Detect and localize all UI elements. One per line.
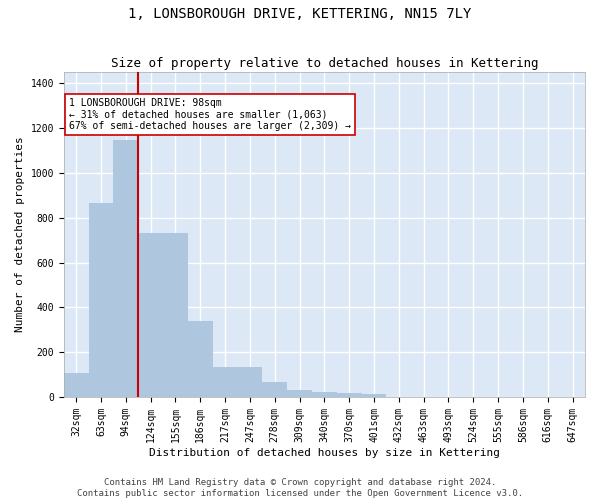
Bar — [212, 366, 238, 397]
Bar — [312, 392, 337, 397]
Bar — [262, 382, 287, 397]
Bar — [238, 366, 262, 397]
Bar — [337, 393, 362, 397]
Bar — [113, 140, 138, 397]
Text: 1, LONSBOROUGH DRIVE, KETTERING, NN15 7LY: 1, LONSBOROUGH DRIVE, KETTERING, NN15 7L… — [128, 8, 472, 22]
Bar — [89, 203, 113, 397]
X-axis label: Distribution of detached houses by size in Kettering: Distribution of detached houses by size … — [149, 448, 500, 458]
Bar — [188, 321, 212, 397]
Text: 1 LONSBOROUGH DRIVE: 98sqm
← 31% of detached houses are smaller (1,063)
67% of s: 1 LONSBOROUGH DRIVE: 98sqm ← 31% of deta… — [69, 98, 351, 131]
Bar — [138, 234, 163, 397]
Text: Contains HM Land Registry data © Crown copyright and database right 2024.
Contai: Contains HM Land Registry data © Crown c… — [77, 478, 523, 498]
Bar — [64, 374, 89, 397]
Y-axis label: Number of detached properties: Number of detached properties — [15, 136, 25, 332]
Bar — [287, 390, 312, 397]
Bar — [163, 234, 188, 397]
Bar — [362, 394, 386, 397]
Title: Size of property relative to detached houses in Kettering: Size of property relative to detached ho… — [110, 56, 538, 70]
